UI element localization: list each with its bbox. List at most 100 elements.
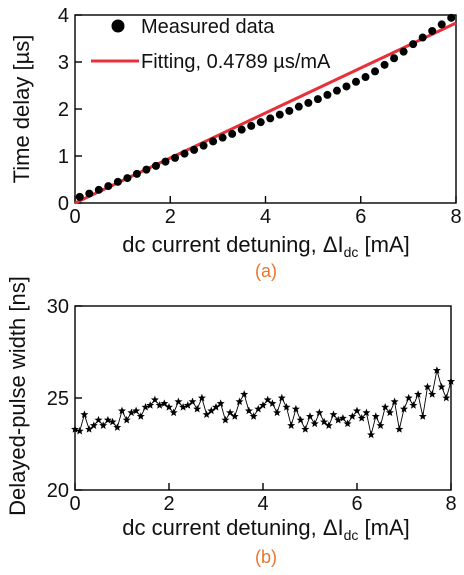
data-point-star — [197, 393, 206, 402]
data-point-star — [428, 390, 437, 398]
data-point-star — [127, 408, 136, 417]
data-point-star — [71, 425, 79, 433]
x-axis-title-b-subscript: dc — [344, 527, 359, 543]
panel-a: 0 2 4 6 8 0 1 2 3 4 Measured data Fitting, 0.4789… — [9, 5, 462, 281]
data-point — [304, 98, 313, 107]
data-point — [285, 106, 294, 115]
data-point — [266, 114, 275, 123]
data-point-star — [437, 382, 446, 391]
a-y-tick-label: 2 — [58, 99, 69, 121]
data-point — [294, 102, 303, 111]
data-point-star — [165, 403, 173, 411]
data-point-star — [348, 412, 357, 420]
data-point — [418, 33, 427, 42]
a-x-tick-label: 4 — [260, 206, 271, 228]
data-point — [180, 149, 189, 158]
a-x-tick-label: 0 — [69, 206, 80, 228]
x-axis-title-a-suffix: [mA] — [358, 232, 409, 257]
data-point-star — [122, 415, 131, 424]
x-axis-title-a-subscript: dc — [344, 244, 359, 260]
data-point-star — [183, 401, 192, 409]
data-point-star — [353, 406, 361, 415]
data-point — [380, 60, 389, 69]
data-point-star — [395, 425, 404, 433]
x-axis-title-b: dc current detuning, ΔIdc [mA] — [122, 515, 410, 543]
data-point-star — [277, 393, 286, 402]
data-point-star — [146, 401, 155, 409]
data-point — [75, 192, 84, 201]
data-point-star — [212, 403, 220, 411]
data-point-star — [207, 406, 216, 415]
x-axis-title-a: dc current detuning, ΔIdc [mA] — [122, 232, 410, 260]
data-point-star — [343, 419, 352, 428]
data-point — [142, 165, 151, 174]
data-point-star — [447, 377, 455, 385]
data-point-star — [324, 421, 333, 429]
data-point — [113, 177, 122, 186]
data-point — [123, 174, 132, 183]
x-axis-title-b-symbol: ΔI — [323, 515, 344, 540]
ticks-b: 0 2 4 6 8 20 25 30 — [47, 296, 457, 515]
data-point-star — [381, 403, 390, 411]
data-point-star — [193, 404, 202, 413]
data-point-star — [376, 421, 385, 429]
data-point-star — [141, 403, 150, 411]
data-point-star — [371, 412, 380, 420]
data-point-star — [400, 404, 408, 413]
b-y-tick-label: 25 — [47, 388, 69, 410]
data-point-star — [367, 430, 376, 439]
x-axis-title-b-prefix: dc current detuning, — [122, 515, 323, 540]
data-point-star — [357, 414, 366, 422]
data-point-star — [226, 408, 235, 417]
data-point-star — [338, 414, 347, 422]
data-points-a — [75, 13, 456, 201]
data-point-star — [259, 401, 267, 409]
data-point-star — [334, 415, 343, 424]
data-point-star — [423, 382, 432, 391]
fit-line-group-a — [74, 21, 457, 205]
data-point — [313, 95, 322, 104]
data-point-star — [103, 415, 112, 424]
a-y-tick-label: 0 — [58, 193, 69, 215]
panel-b: 0 2 4 6 8 20 25 30 Delayed-pulse width [ns] dc … — [5, 276, 457, 567]
a-y-tick-label: 4 — [58, 5, 69, 27]
data-point-star — [169, 408, 178, 417]
data-point — [247, 121, 256, 130]
a-x-tick-label: 2 — [165, 206, 176, 228]
data-point — [132, 169, 141, 178]
data-point-star — [287, 421, 296, 429]
data-point — [390, 54, 399, 63]
x-axis-title-b-suffix: [mA] — [358, 515, 409, 540]
data-point-star — [263, 395, 272, 404]
data-point — [171, 153, 180, 162]
data-point — [161, 157, 170, 166]
data-point — [104, 182, 113, 191]
data-point-star — [329, 410, 338, 418]
b-x-tick-label: 6 — [351, 493, 362, 515]
data-point-star — [390, 397, 399, 406]
data-point — [190, 145, 199, 154]
data-point-star — [240, 390, 249, 398]
data-point — [332, 86, 341, 95]
data-point-star — [108, 417, 117, 426]
data-point-star — [310, 419, 319, 428]
legend-marker-measured — [111, 19, 125, 33]
data-point — [428, 26, 437, 35]
data-point-star — [306, 412, 314, 420]
data-point-star — [268, 399, 277, 407]
legend-label-fitting: Fitting, 0.4789 µs/mA — [141, 51, 331, 73]
data-point-star — [291, 404, 300, 413]
data-point-star — [385, 408, 394, 417]
data-point-star — [75, 426, 84, 435]
data-point — [399, 47, 408, 56]
data-point — [447, 13, 456, 22]
data-point-star — [282, 403, 291, 411]
data-point-star — [80, 410, 89, 418]
data-point — [323, 90, 332, 99]
data-point — [371, 67, 380, 76]
data-point-star — [404, 393, 413, 402]
data-point-star — [315, 408, 324, 417]
data-point-star — [244, 406, 253, 415]
data-point-star — [442, 393, 451, 402]
data-point-star — [118, 406, 126, 415]
